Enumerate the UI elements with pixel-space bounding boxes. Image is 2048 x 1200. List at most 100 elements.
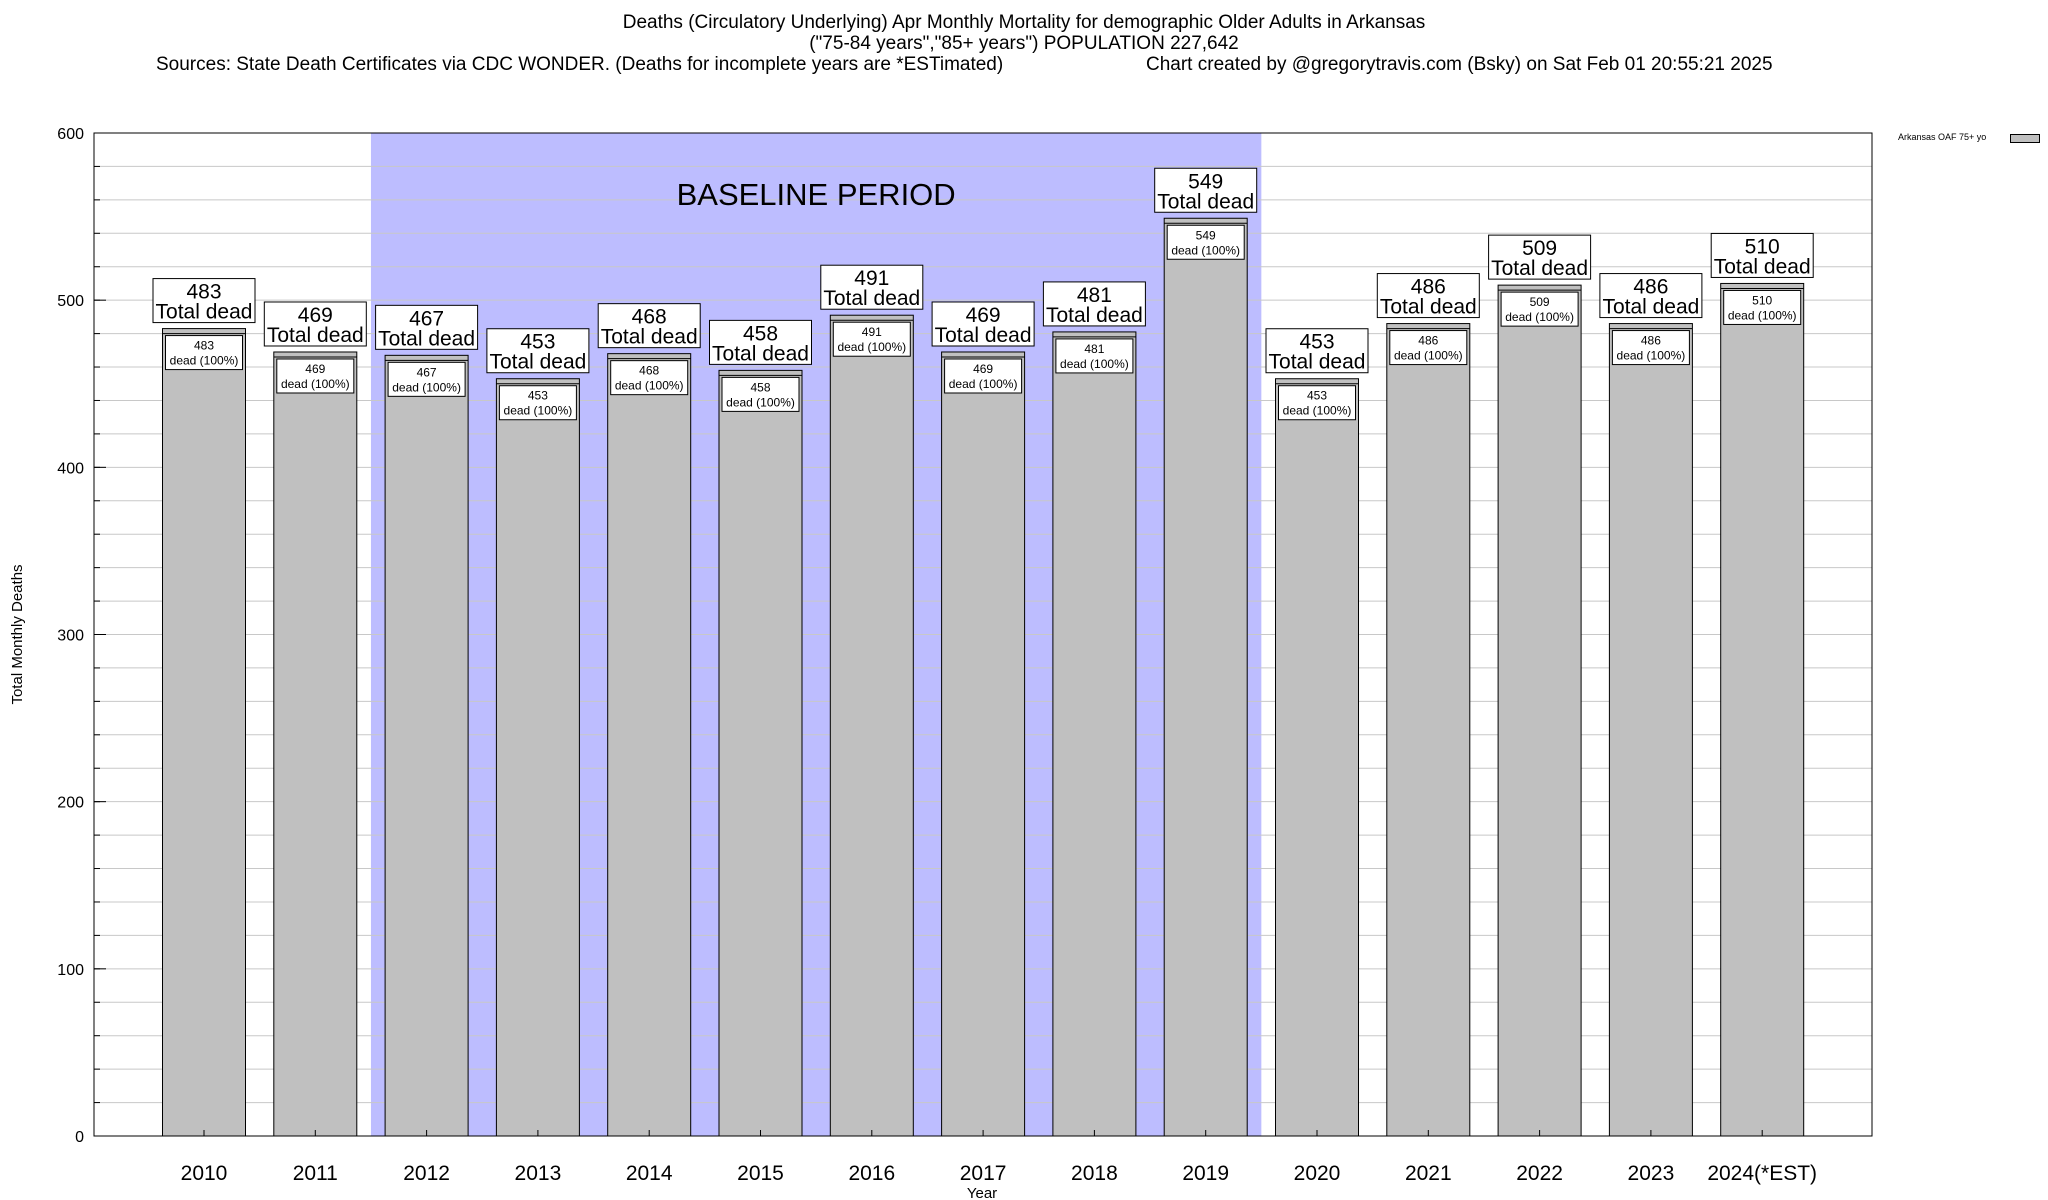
inner-percent-label: dead (100%): [837, 340, 906, 354]
total-value-label: 453: [1299, 331, 1334, 354]
total-value-label: 468: [632, 306, 667, 329]
total-label-box: [1710, 232, 1814, 278]
bar-2019: [1163, 217, 1248, 1137]
inner-label-box: [498, 385, 577, 421]
inner-value-label: 458: [750, 380, 770, 394]
y-axis-label: Total Monthly Deaths: [9, 564, 26, 704]
inner-value-label: 481: [1084, 342, 1104, 356]
bar-2018: [1052, 331, 1137, 1137]
total-label-box: [1599, 273, 1703, 319]
total-label-box: [486, 328, 590, 374]
inner-percent-label: dead (100%): [392, 380, 461, 394]
x-tick-label: 2019: [1182, 1162, 1229, 1185]
x-tick-label: 2024(*EST): [1707, 1162, 1817, 1185]
inner-percent-label: dead (100%): [1283, 404, 1352, 418]
total-label-box: [1488, 234, 1592, 280]
inner-percent-label: dead (100%): [1060, 357, 1129, 371]
total-dead-label: Total dead: [267, 324, 364, 347]
total-value-label: 509: [1522, 237, 1557, 260]
total-label-box: [152, 278, 256, 324]
total-label-box: [375, 304, 479, 350]
inner-value-label: 486: [1418, 334, 1438, 348]
x-tick-label: 2018: [1071, 1162, 1118, 1185]
inner-label-box: [610, 360, 689, 396]
inner-percent-label: dead (100%): [1505, 310, 1574, 324]
x-tick-label: 2023: [1628, 1162, 1675, 1185]
inner-label-box: [1389, 330, 1468, 366]
total-value-label: 486: [1633, 276, 1668, 299]
inner-value-label: 453: [528, 389, 548, 403]
y-tick-label: 300: [57, 628, 84, 645]
total-label-box: [820, 264, 924, 310]
inner-percent-label: dead (100%): [615, 379, 684, 393]
total-dead-label: Total dead: [1714, 255, 1811, 278]
inner-percent-label: dead (100%): [504, 404, 573, 418]
total-value-label: 549: [1188, 170, 1223, 193]
total-value-label: 491: [854, 267, 889, 290]
inner-label-box: [1278, 385, 1356, 421]
bar-2013: [495, 378, 580, 1137]
total-value-label: 469: [966, 304, 1001, 327]
inner-value-label: 467: [417, 365, 437, 379]
inner-label-box: [387, 361, 466, 397]
total-label-box: [1154, 167, 1258, 213]
inner-value-label: 491: [862, 325, 882, 339]
chart-title-block: Deaths (Circulatory Underlying) Apr Mont…: [0, 12, 2048, 54]
inner-value-label: 483: [194, 339, 214, 353]
total-dead-label: Total dead: [823, 287, 920, 310]
x-tick-label: 2012: [403, 1162, 450, 1185]
total-value-label: 510: [1745, 235, 1780, 258]
chart-credit: Chart created by @gregorytravis.com (Bsk…: [1146, 54, 1773, 75]
total-value-label: 483: [186, 281, 221, 304]
bar-2023: [1608, 323, 1693, 1137]
total-label-box: [1376, 273, 1480, 319]
inner-label-box: [1166, 224, 1245, 260]
total-dead-label: Total dead: [1380, 296, 1477, 319]
total-label-box: [931, 301, 1035, 347]
inner-percent-label: dead (100%): [281, 377, 350, 391]
y-tick-label: 400: [57, 460, 84, 477]
inner-value-label: 510: [1752, 293, 1772, 307]
bar-2022: [1497, 284, 1582, 1137]
total-dead-label: Total dead: [1269, 351, 1366, 374]
x-tick-label: 2011: [293, 1162, 338, 1185]
bar-2014: [607, 353, 692, 1137]
bar-2011: [273, 351, 358, 1137]
chart-title: Deaths (Circulatory Underlying) Apr Mont…: [622, 12, 1426, 33]
total-dead-label: Total dead: [712, 342, 809, 365]
total-dead-label: Total dead: [601, 326, 698, 349]
inner-percent-label: dead (100%): [1617, 349, 1686, 363]
x-tick-label: 2013: [515, 1162, 562, 1185]
total-value-label: 469: [298, 304, 333, 327]
bar-2024(*EST): [1720, 282, 1805, 1137]
chart-sources: Sources: State Death Certificates via CD…: [156, 54, 1004, 75]
x-tick-label: 2010: [181, 1162, 228, 1185]
total-value-label: 481: [1077, 284, 1112, 307]
inner-value-label: 469: [305, 362, 325, 376]
total-dead-label: Total dead: [1491, 257, 1588, 280]
x-tick-label: 2017: [960, 1162, 1007, 1185]
inner-label-box: [721, 376, 800, 412]
inner-percent-label: dead (100%): [949, 377, 1018, 391]
x-tick-label: 2015: [737, 1162, 784, 1185]
bar-2021: [1386, 323, 1471, 1137]
bar-2012: [384, 354, 469, 1137]
legend-swatch: [2010, 134, 2040, 143]
bar-2015: [718, 369, 803, 1137]
total-value-label: 486: [1411, 276, 1446, 299]
inner-label-box: [276, 358, 355, 394]
total-dead-label: Total dead: [1046, 304, 1143, 327]
total-value-label: 453: [520, 331, 555, 354]
inner-label-box: [944, 358, 1023, 394]
legend-label: Arkansas OAF 75+ yo: [1898, 132, 1987, 142]
total-dead-label: Total dead: [1157, 190, 1254, 213]
baseline-period-label: BASELINE PERIOD: [677, 177, 956, 212]
y-tick-label: 200: [57, 795, 84, 812]
inner-value-label: 486: [1641, 334, 1661, 348]
inner-percent-label: dead (100%): [726, 395, 795, 409]
y-tick-label: 100: [57, 962, 84, 979]
x-axis-label: Year: [967, 1185, 997, 1200]
y-tick-label: 0: [75, 1129, 84, 1146]
total-label-box: [597, 303, 701, 349]
